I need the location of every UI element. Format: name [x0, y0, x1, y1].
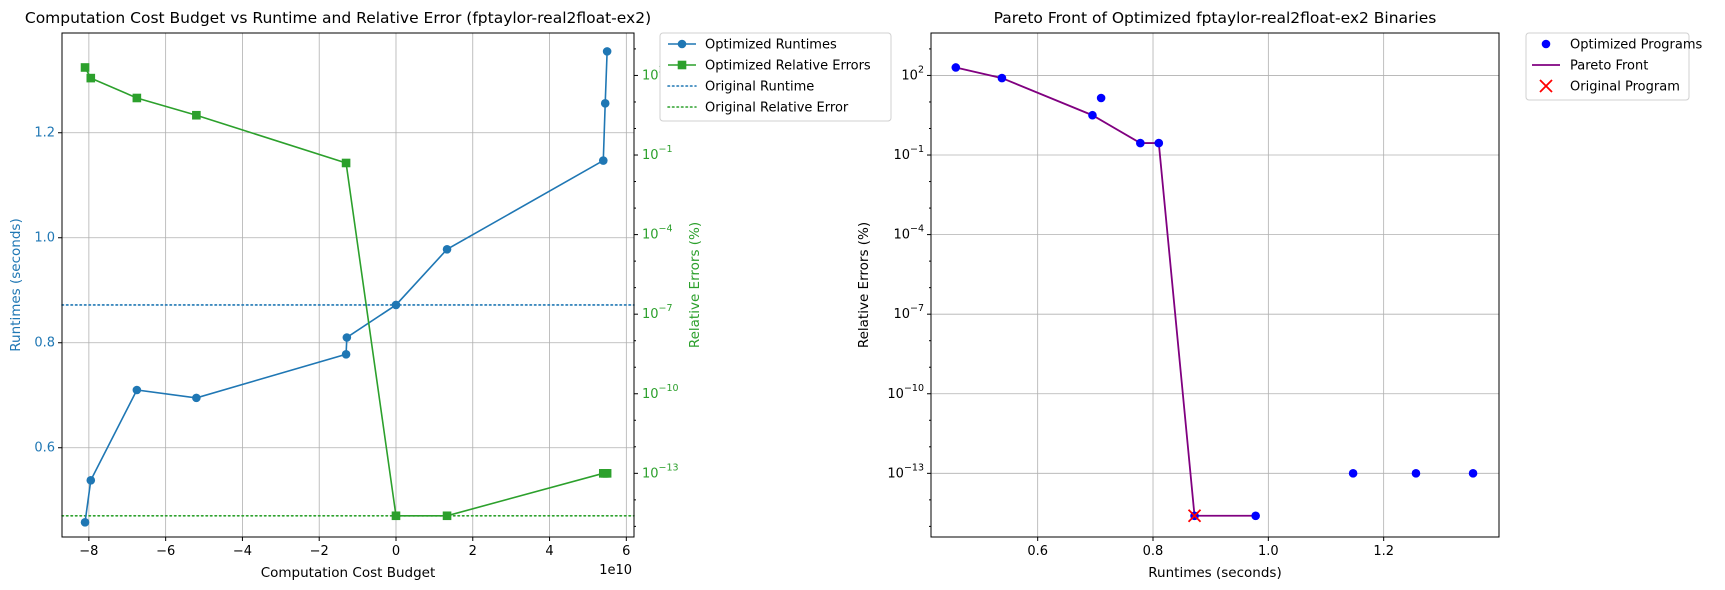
- chart-1-axes-frame: [61, 32, 635, 538]
- optimized-relative-error-point: [442, 511, 452, 521]
- chart-2-y-tick-label: 10−10: [887, 382, 924, 401]
- chart-1-x-axis-label: Computation Cost Budget: [261, 565, 436, 581]
- chart-1-x-offset-label: 1e10: [599, 563, 632, 578]
- chart-1-legend-label: Original Relative Error: [705, 101, 849, 116]
- chart-1-x-tick-label: 2: [469, 544, 477, 559]
- chart-1-x-tick-label: 4: [545, 544, 553, 559]
- original-program-marker: [1187, 509, 1202, 523]
- pareto-front-line: [955, 66, 1256, 517]
- optimized-program-point: [951, 63, 961, 72]
- chart-2-x-tick-label: 1.0: [1258, 544, 1279, 559]
- optimized-program-point: [1411, 469, 1421, 478]
- optimized-runtime-point: [442, 245, 452, 254]
- chart-2-y-tick-label: 10−13: [887, 462, 924, 481]
- optimized-relative-errors-line: [84, 67, 608, 517]
- chart-1-legend-marker: [677, 60, 687, 70]
- chart-1-legend-label: Original Runtime: [705, 80, 814, 95]
- optimized-runtime-point: [341, 350, 351, 359]
- chart-2: 0.6 0.8 1.0 1.2 10−13 10−10 10−7 10−4 10−1 102 Par…: [856, 9, 1703, 581]
- chart-1-y2-tick-label: 10−4: [642, 223, 673, 242]
- optimized-program-point: [1136, 138, 1145, 148]
- chart-2-legend-label: Original Program: [1570, 80, 1680, 95]
- chart-1-y2-axis-label: Relative Errors (%): [687, 222, 703, 348]
- chart-1-y-axis-label: Runtimes (seconds): [8, 218, 24, 351]
- optimized-program-point: [997, 73, 1007, 83]
- chart-1: −8 −6 −4 −2 0 2 4 6 0.6 0.8 1.0 1.2 10−13 10−10 10−7 10…: [8, 9, 892, 581]
- chart-2-y-tick-label: 10−7: [893, 303, 924, 322]
- chart-2-y-tick-label: 10−1: [893, 144, 924, 163]
- optimized-runtime-point: [602, 47, 612, 56]
- optimized-relative-error-point: [80, 63, 90, 72]
- optimized-relative-error-point: [132, 93, 142, 103]
- optimized-runtime-point: [600, 99, 610, 108]
- chart-1-legend-label: Optimized Relative Errors: [705, 59, 871, 74]
- chart-1-y-tick-label: 0.8: [34, 335, 55, 350]
- chart-1-title: Computation Cost Budget vs Runtime and R…: [25, 9, 651, 27]
- chart-1-x-tick-label: −4: [233, 544, 252, 559]
- chart-1-x-tick-label: 0: [392, 544, 400, 559]
- optimized-program-point: [1468, 469, 1478, 478]
- optimized-relative-error-point: [391, 511, 401, 521]
- chart-1-y2-tick-label: 10−1: [642, 144, 673, 163]
- chart-1-x-tick-label: 6: [622, 544, 630, 559]
- chart-2-y-tick-label: 10−4: [893, 223, 924, 242]
- optimized-program-point: [1251, 511, 1260, 521]
- optimized-relative-error-point: [86, 73, 96, 83]
- chart-1-x-tick-label: −6: [156, 544, 175, 559]
- chart-2-x-tick-label: 0.6: [1027, 544, 1048, 559]
- optimized-runtimes-line: [84, 51, 608, 523]
- chart-2-x-tick-label: 1.2: [1373, 544, 1394, 559]
- chart-1-x-tick-label: −2: [310, 544, 329, 559]
- chart-1-legend: Optimized Runtimes Optimized Relative Err…: [659, 32, 892, 122]
- chart-1-legend-marker: [677, 39, 687, 49]
- optimized-runtime-point: [598, 156, 608, 165]
- chart-2-legend-marker: [1539, 79, 1553, 93]
- optimized-runtime-point: [132, 385, 142, 395]
- chart-2-legend-box: [1525, 32, 1690, 101]
- chart-2-legend-label: Optimized Programs: [1570, 38, 1703, 53]
- chart-1-x-tick-label: −8: [79, 544, 98, 559]
- chart-1-legend-label: Optimized Runtimes: [705, 38, 837, 53]
- chart-2-title: Pareto Front of Optimized fptaylor-real2…: [994, 9, 1437, 27]
- chart-2-axes-frame: [930, 32, 1500, 538]
- optimized-runtime-point: [86, 476, 96, 485]
- chart-2-legend-label: Pareto Front: [1570, 59, 1648, 74]
- chart-2-x-tick-label: 0.8: [1143, 544, 1164, 559]
- optimized-relative-error-point: [602, 469, 612, 478]
- optimized-program-point: [1348, 469, 1358, 478]
- chart-2-x-axis-label: Runtimes (seconds): [1148, 565, 1281, 581]
- chart-1-y-tick-label: 1.2: [34, 125, 55, 140]
- chart-2-legend-marker: [1541, 39, 1551, 49]
- chart-1-y-tick-label: 1.0: [34, 230, 55, 245]
- optimized-relative-error-point: [192, 110, 201, 120]
- optimized-relative-error-point: [341, 158, 351, 168]
- chart-1-y-tick-label: 0.6: [34, 440, 55, 455]
- chart-2-y-axis-label: Relative Errors (%): [856, 222, 872, 348]
- chart-1-y2-tick-label: 10−10: [642, 382, 679, 401]
- optimized-program-point: [1096, 93, 1106, 103]
- optimized-runtime-point: [192, 393, 201, 403]
- chart-2-y-tick-label: 102: [901, 64, 924, 83]
- chart-1-legend-box: [659, 32, 892, 122]
- optimized-runtime-point: [342, 333, 352, 342]
- chart-1-y2-tick-label: 10−13: [642, 462, 679, 481]
- optimized-runtime-point: [80, 518, 90, 527]
- optimized-program-point: [1088, 110, 1097, 120]
- optimized-program-point: [1154, 138, 1164, 148]
- chart-2-legend: Optimized Programs Pareto Front Original P…: [1525, 32, 1703, 101]
- optimized-runtime-point: [391, 300, 401, 310]
- chart-1-y2-tick-label: 10−7: [642, 303, 673, 322]
